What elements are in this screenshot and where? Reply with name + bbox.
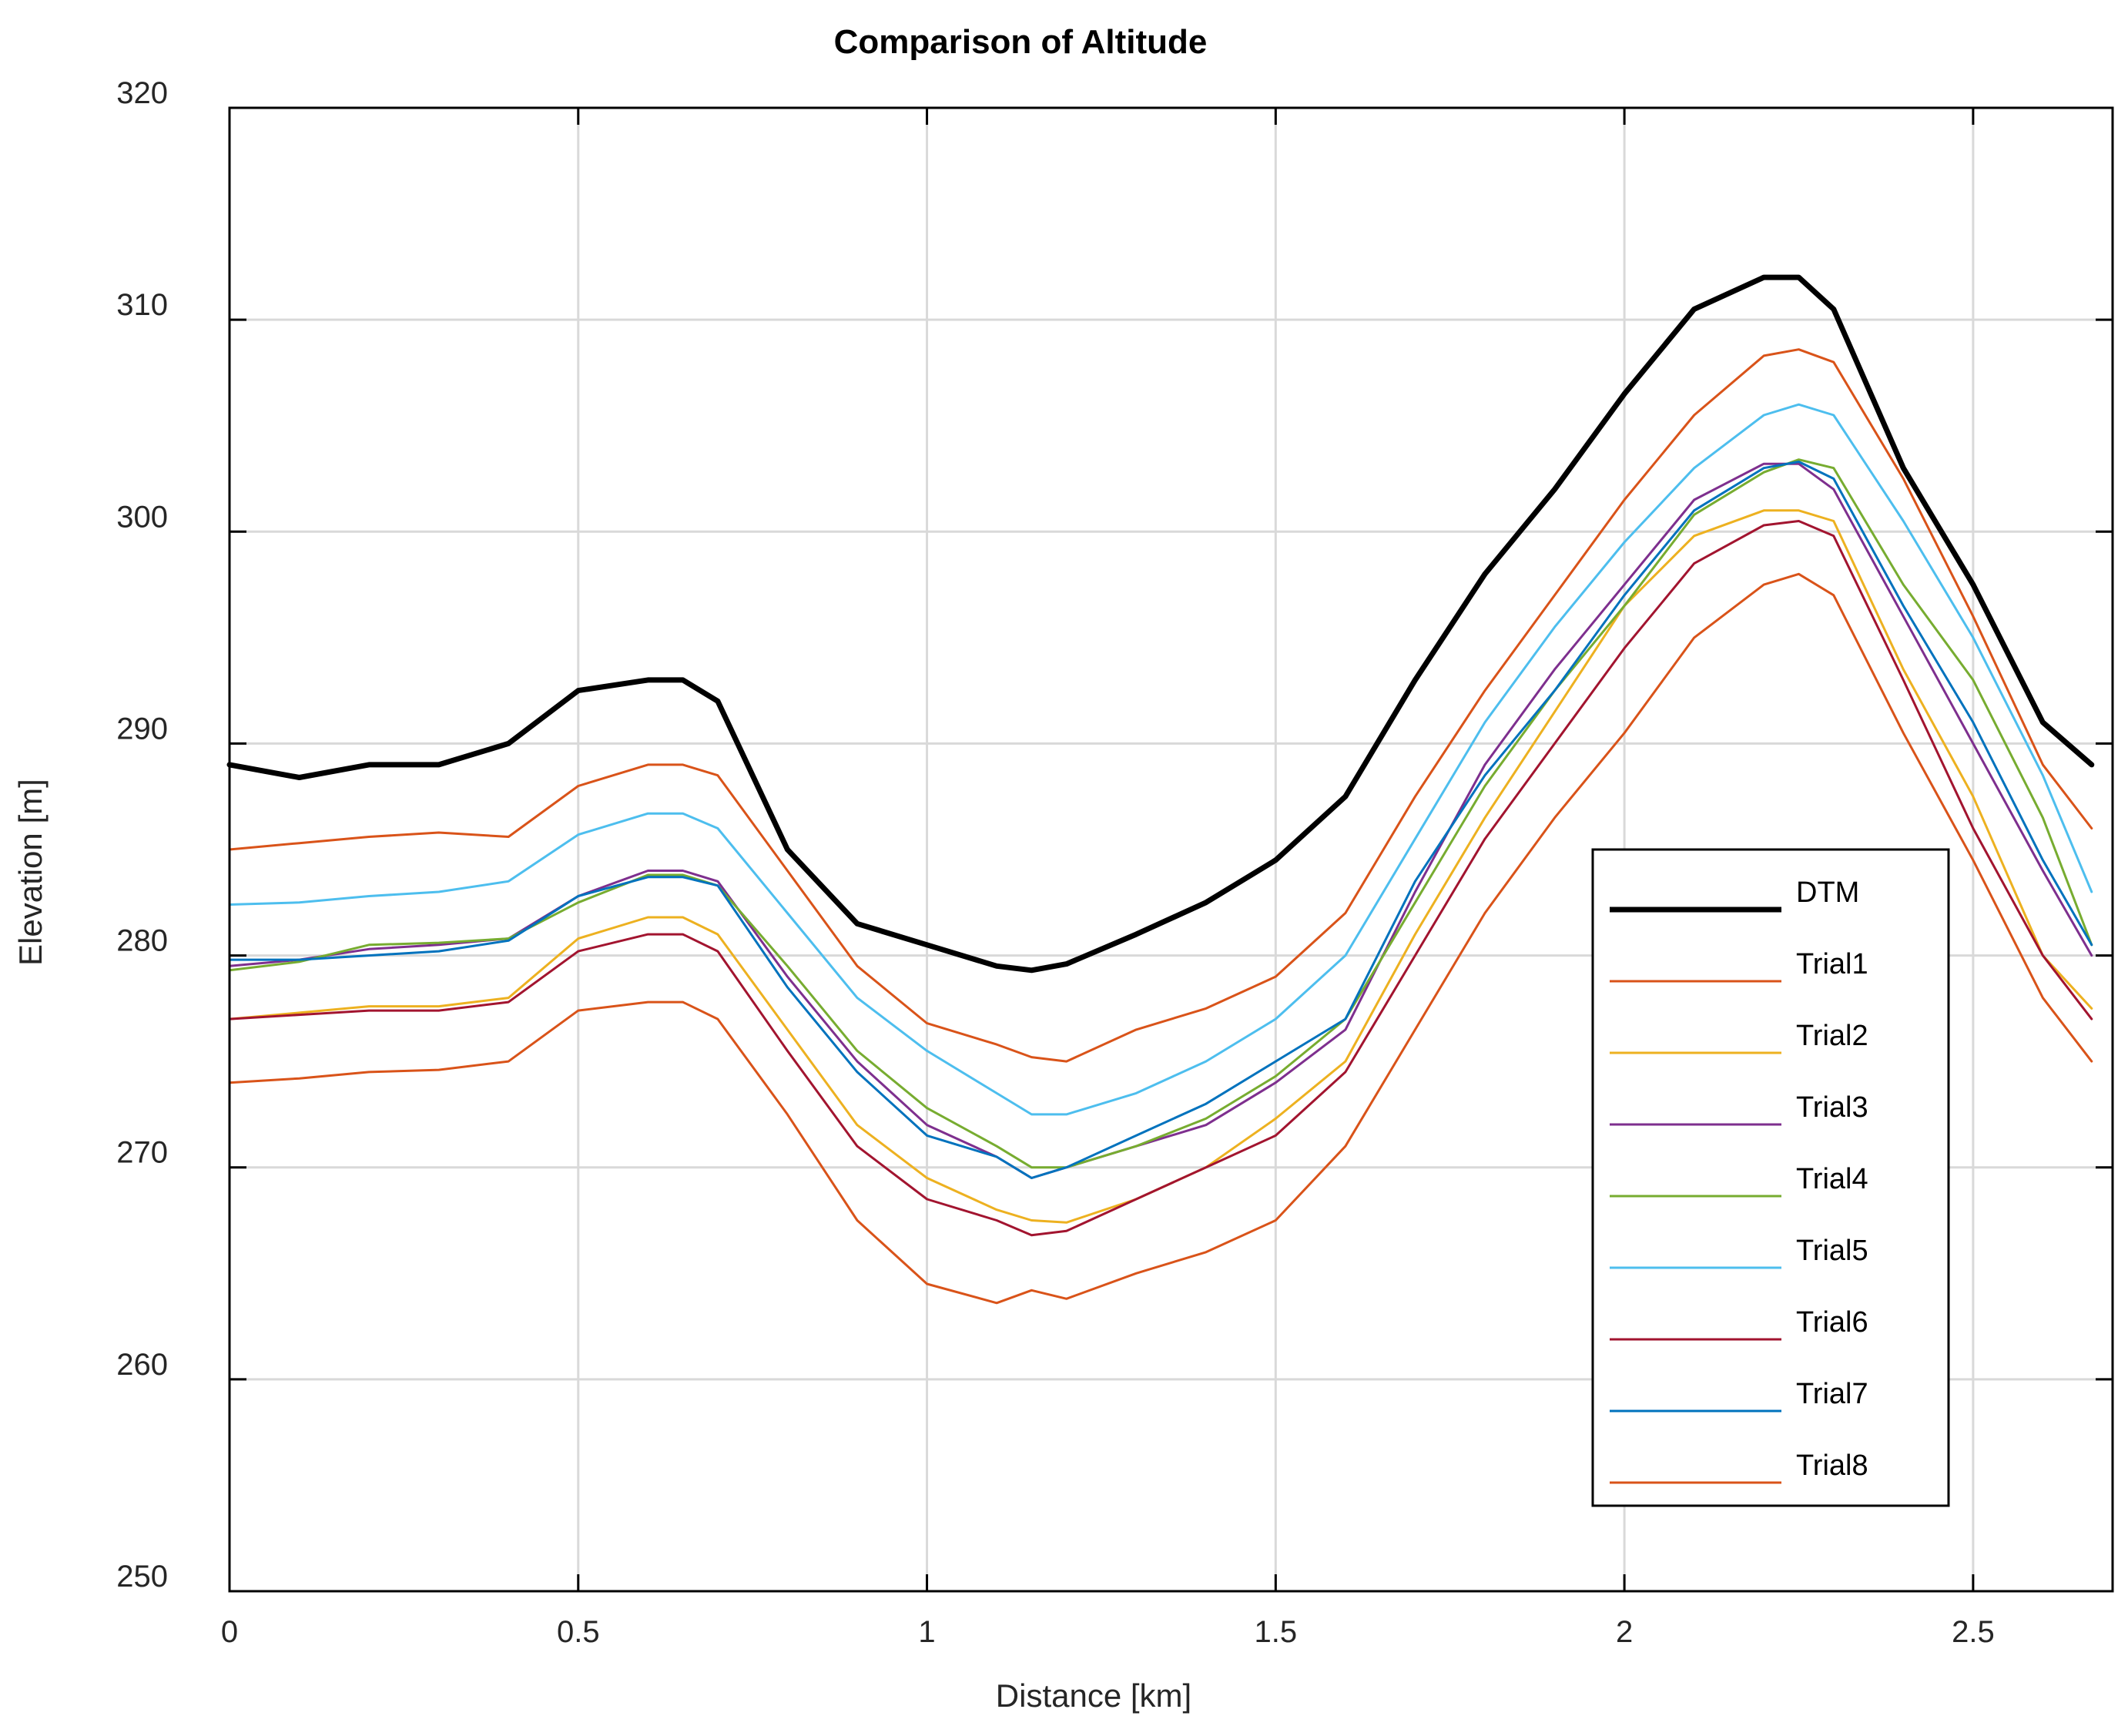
- legend-box: [1591, 848, 1950, 1507]
- series-line-dtm: [226, 274, 2095, 974]
- x-tick-label: 0.5: [557, 1615, 600, 1649]
- series-line-trial4: [228, 458, 2093, 1169]
- ticks: 0 0.5 1 1.5 2 2.5 250 260 270 280 290 300 310 320: [116, 76, 2113, 1649]
- legend-label-trial7: Trial7: [1796, 1378, 1868, 1410]
- legend-label-trial3: Trial3: [1796, 1091, 1868, 1124]
- chart-title: Comparison of Altitude: [833, 23, 1208, 61]
- series-group: [226, 274, 2095, 1591]
- legend: DTM Trial1 Trial2 Trial3 Trial4 Trial5 Trial6 T…: [1591, 848, 1950, 1507]
- y-tick-label: 270: [116, 1136, 168, 1170]
- y-axis-label: Elevation [m]: [12, 779, 49, 966]
- legend-label-trial4: Trial4: [1796, 1163, 1868, 1195]
- x-tick-label: 2.5: [1952, 1615, 1995, 1649]
- y-tick-label: 290: [116, 712, 168, 746]
- x-tick-label: 1: [918, 1615, 935, 1649]
- series-line-trial5: [228, 403, 2093, 1116]
- legend-label-dtm: DTM: [1796, 876, 1859, 909]
- y-tick-label: 300: [116, 500, 168, 534]
- legend-label-trial1: Trial1: [1796, 948, 1868, 980]
- y-tick-label: 310: [116, 288, 168, 322]
- x-tick-label: 0: [221, 1615, 238, 1649]
- y-tick-label: 320: [116, 76, 168, 110]
- series-line-trial6: [228, 520, 2093, 1237]
- axes-box: [228, 106, 2114, 1593]
- series-line-trial1: [228, 348, 2093, 1063]
- y-tick-label: 250: [116, 1560, 168, 1594]
- legend-label-trial2: Trial2: [1796, 1020, 1868, 1052]
- y-tick-label: 280: [116, 924, 168, 958]
- series-line-trial7: [228, 461, 2093, 1179]
- x-tick-label: 2: [1616, 1615, 1633, 1649]
- x-tick-label: 1.5: [1255, 1615, 1298, 1649]
- series-line-trial8: [228, 572, 2093, 1305]
- y-tick-label: 260: [116, 1348, 168, 1382]
- legend-label-trial6: Trial6: [1796, 1306, 1868, 1339]
- legend-label-trial5: Trial5: [1796, 1235, 1868, 1267]
- x-axis-label: Distance [km]: [995, 1677, 1192, 1714]
- grid: [230, 108, 2113, 1591]
- legend-label-trial8: Trial8: [1796, 1449, 1868, 1482]
